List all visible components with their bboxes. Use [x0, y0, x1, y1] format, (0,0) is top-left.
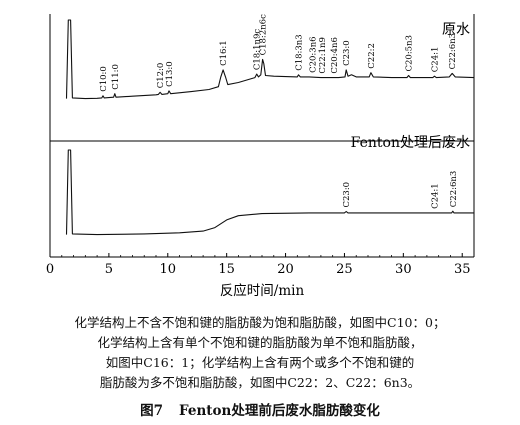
- figure-caption: 图7 Fenton处理前后废水脂肪酸变化: [0, 399, 520, 419]
- peak-label: C13:0: [165, 61, 175, 87]
- peak-label: C23:0: [342, 40, 352, 66]
- caption-line-2: 化学结构上含有单个不饱和键的脂肪酸为单不饱和脂肪酸，: [0, 333, 520, 353]
- x-axis-label: 反应时间/min: [220, 282, 305, 299]
- x-tick-label: 5: [105, 262, 113, 277]
- peak-label: C24:1: [431, 183, 441, 209]
- x-tick-label: 30: [395, 262, 412, 277]
- series-trace: [67, 150, 475, 235]
- peak-label: C20:4n6: [330, 37, 340, 73]
- x-tick-label: 35: [454, 262, 471, 277]
- peak-label: C20:3n6: [309, 36, 319, 72]
- peak-label: C22:6n3: [449, 171, 459, 207]
- peak-label: C23:0: [342, 182, 352, 208]
- fenton-treated-panel: Fenton处理后废水 C23:0 C24:1 C22:6n3: [67, 135, 475, 235]
- peak-label: C18:2n6c: [259, 14, 269, 55]
- caption-line-3: 如图中C16：1；化学结构上含有两个或多个不饱和键的: [0, 353, 520, 373]
- x-tick-label: 10: [160, 262, 177, 277]
- peak-label: C20:5n3: [405, 35, 415, 71]
- x-axis: 0 5 10 15 20 25 30 35 反应时间/min: [46, 253, 471, 299]
- x-tick-label: 20: [277, 262, 294, 277]
- caption-line-4: 脂肪酸为多不饱和脂肪酸，如图中C22：2、C22：6n3。: [0, 373, 520, 393]
- peak-label: C22:6n3: [448, 33, 458, 69]
- x-tick-label: 25: [336, 262, 353, 277]
- peak-label: C18:3n3: [295, 34, 305, 70]
- peak-label: C22:1n9: [318, 37, 328, 73]
- peak-label: C11:0: [111, 64, 121, 90]
- caption-line-1: 化学结构上不含不饱和键的脂肪酸为饱和脂肪酸，如图中C10：0；: [0, 313, 520, 333]
- peak-label: C10:0: [99, 66, 109, 92]
- figure-number: 图7: [140, 403, 163, 419]
- figure-title: Fenton处理前后废水脂肪酸变化: [179, 403, 380, 419]
- x-tick-label: 0: [46, 262, 54, 277]
- panel-label: Fenton处理后废水: [351, 135, 470, 151]
- x-tick-label: 15: [218, 262, 235, 277]
- peak-label: C22:2: [367, 43, 377, 69]
- peak-label: C16:1: [219, 40, 229, 66]
- peak-label: C24:1: [431, 47, 441, 73]
